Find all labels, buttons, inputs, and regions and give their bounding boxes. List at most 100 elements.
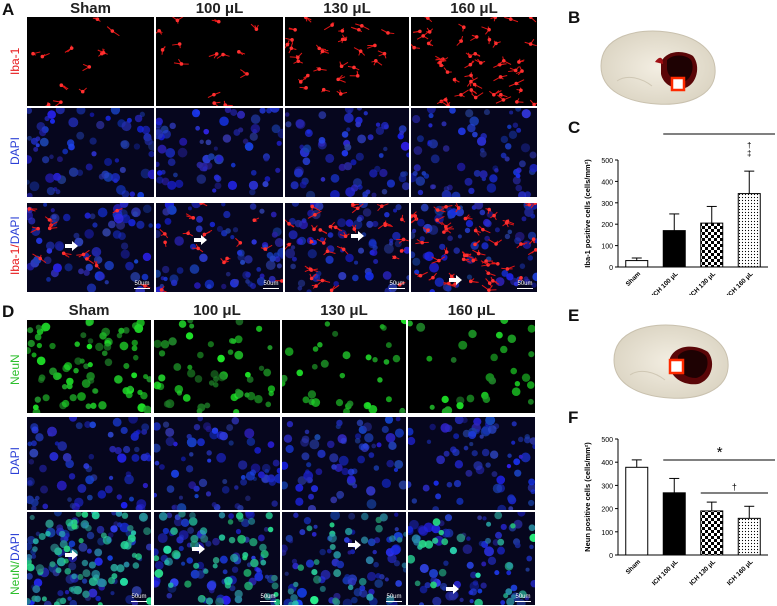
scale-bar-label: 50um <box>389 281 405 289</box>
y-tick-label: 0 <box>609 265 613 272</box>
x-tick-label: Sham <box>625 558 643 576</box>
top-col-header-sham: Sham <box>70 0 111 17</box>
y-tick-label: 400 <box>601 179 613 186</box>
y-axis-label: Iba-1 positive cells (cells/mm²) <box>583 159 592 268</box>
micrograph-dapi-r2-c2 <box>154 417 280 510</box>
y-tick-label: 500 <box>601 437 613 444</box>
bar <box>737 517 761 556</box>
x-tick-label: Sham <box>625 270 643 288</box>
bar <box>662 230 686 268</box>
top-col-header-130: 130 μL <box>323 0 371 17</box>
arrow-indicator <box>351 231 364 241</box>
y-tick-label: 500 <box>601 158 613 165</box>
brain-section-photo-e <box>610 320 732 400</box>
arrow-indicator <box>65 241 78 251</box>
scale-bar: 50um <box>386 594 402 602</box>
significance-symbol: * <box>717 130 723 135</box>
micrograph-merge-iba-r3-c3: 50um <box>285 203 409 292</box>
x-tick-label: ICH 160 μL <box>726 558 755 587</box>
micrograph-merge-neun-r3-c3: 50um <box>282 512 406 605</box>
brain-section-photo-b <box>597 26 719 106</box>
micrograph-dapi-r2-c1 <box>27 417 151 510</box>
micrograph-neun-r1-c4 <box>408 320 535 413</box>
bottom-col-header-160: 160 μL <box>447 302 496 319</box>
scale-bar-label: 50um <box>386 594 402 602</box>
micrograph-merge-neun-r3-c2: 50um <box>154 512 280 605</box>
top-row-label-merge: Iba-1/DAPI <box>8 216 22 275</box>
bar <box>700 510 724 556</box>
bottom-row-label-dapi: DAPI <box>8 446 22 475</box>
bar <box>700 222 724 268</box>
arrow-indicator <box>192 544 205 554</box>
micrograph-merge-neun-r3-c4: 50um <box>408 512 535 605</box>
panel-letter-c: C <box>568 118 581 137</box>
significance-symbol: † <box>732 482 737 492</box>
scale-bar: 50um <box>517 281 533 289</box>
micrograph-iba-r1-c2 <box>156 17 283 106</box>
top-col-header-160: 160 μL <box>450 0 498 17</box>
micrograph-iba-r1-c4 <box>411 17 537 106</box>
y-tick-label: 300 <box>601 483 613 490</box>
x-tick-label: ICH 100 μL <box>651 270 680 295</box>
arrow-indicator <box>449 275 462 285</box>
micrograph-merge-iba-r3-c1: 50um <box>27 203 154 292</box>
significance-symbol: ‡ <box>747 149 751 158</box>
x-tick-label: ICH 100 μL <box>651 558 680 587</box>
significance-symbol: * <box>717 444 723 461</box>
bar <box>625 466 649 556</box>
arrow-indicator <box>194 235 207 245</box>
bar <box>625 260 649 268</box>
micrograph-iba-r1-c1 <box>27 17 154 106</box>
micrograph-merge-iba-r3-c2: 50um <box>156 203 283 292</box>
y-tick-label: 100 <box>601 530 613 537</box>
x-tick-label: ICH 130 μL <box>688 270 717 295</box>
top-row-label-iba1: Iba-1 <box>8 47 22 75</box>
bar <box>737 193 761 268</box>
arrow-indicator <box>446 584 459 594</box>
scale-bar-label: 50um <box>134 281 150 289</box>
micrograph-neun-r1-c3 <box>282 320 406 413</box>
chart-f-neun-bar-chart: 0 100 200 300 400 500 Neun positive cells (cel… <box>583 437 775 587</box>
panel-letter-b: B <box>568 8 581 27</box>
significance-symbol: † <box>747 141 751 150</box>
micrograph-dapi-r2-c1 <box>27 108 154 197</box>
scale-bar: 50um <box>389 281 405 289</box>
bar <box>662 492 686 556</box>
micrograph-dapi-r2-c3 <box>285 108 409 197</box>
bottom-col-header-130: 130 μL <box>320 302 368 319</box>
panel-letter-d: D <box>2 302 15 321</box>
scale-bar-label: 50um <box>515 594 531 602</box>
scale-bar: 50um <box>515 594 531 602</box>
micrograph-iba-r1-c3 <box>285 17 409 106</box>
bottom-row-label-neun: NeuN <box>8 354 22 385</box>
x-tick-label: ICH 160 μL <box>726 270 755 295</box>
panel-letter-f: F <box>568 408 579 427</box>
y-tick-label: 0 <box>609 553 613 560</box>
micrograph-dapi-r2-c4 <box>411 108 537 197</box>
bottom-col-header-100: 100 μL <box>193 302 241 319</box>
panel-letter-a: A <box>2 0 15 19</box>
micrograph-neun-r1-c2 <box>154 320 280 413</box>
scale-bar: 50um <box>131 594 147 602</box>
micrograph-merge-neun-r3-c1: 50um <box>27 512 151 605</box>
micrograph-neun-r1-c1 <box>27 320 151 413</box>
panel-letter-e: E <box>568 306 580 325</box>
scale-bar: 50um <box>260 594 276 602</box>
bottom-row-label-merge: NeuN/DAPI <box>8 532 22 595</box>
top-row-label-dapi: DAPI <box>8 136 22 165</box>
scale-bar-label: 50um <box>260 594 276 602</box>
y-tick-label: 200 <box>601 222 613 229</box>
top-col-header-100: 100 μL <box>195 0 244 17</box>
chart-c-iba1-bar-chart: 0 100 200 300 400 500 Iba-1 positive cells (ce… <box>583 130 775 295</box>
y-tick-label: 200 <box>601 507 613 514</box>
micrograph-dapi-r2-c2 <box>156 108 283 197</box>
micrograph-dapi-r2-c3 <box>282 417 406 510</box>
x-tick-label: ICH 130 μL <box>688 558 717 587</box>
arrow-indicator <box>348 540 361 550</box>
y-axis-label: Neun positive cells (cells/mm²) <box>583 442 592 552</box>
scale-bar-label: 50um <box>517 281 533 289</box>
micrograph-dapi-r2-c4 <box>408 417 535 510</box>
region-of-interest-box <box>668 358 685 375</box>
region-of-interest-box <box>670 76 686 92</box>
y-tick-label: 100 <box>601 244 613 251</box>
